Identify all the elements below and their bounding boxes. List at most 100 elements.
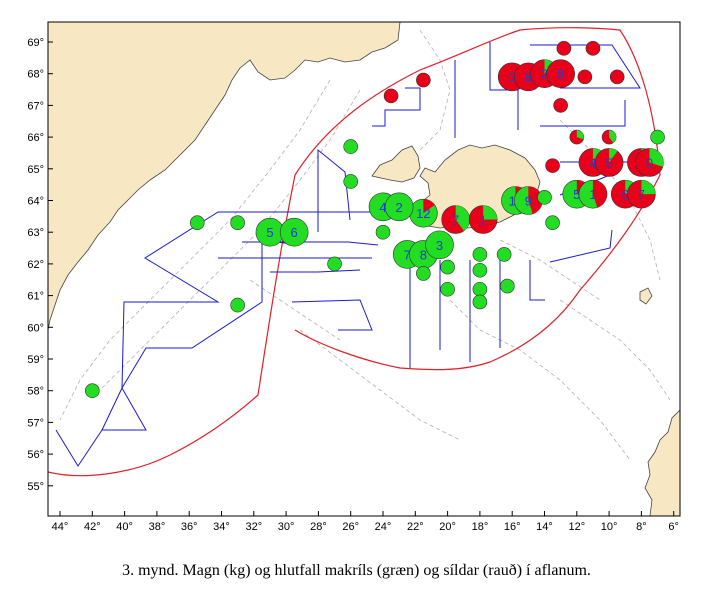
station-pie: 7 [627,179,656,209]
pie-base [496,247,512,262]
pie-base [440,281,455,297]
pie-label: 1 [589,187,596,202]
pie-base [472,262,488,278]
pie-label: 6 [291,225,298,240]
lon-tick-label: 30° [278,521,295,533]
station-pie: 12 [409,198,438,228]
pie-base [472,281,488,297]
pie-label: 6 [622,187,629,202]
station-pie: 3 [425,230,454,260]
lon-tick-label: 40° [116,521,133,533]
pie-label: 7 [452,213,459,228]
lon-tick-label: 12° [568,521,585,533]
pie-base [537,190,552,205]
lat-tick-label: 63° [27,227,44,239]
lon-tick-label: 8° [636,521,647,533]
station-pie [585,41,601,56]
lat-tick-label: 66° [27,132,44,144]
pie-label: 1 [480,213,487,228]
station-pie [85,383,100,399]
lat-tick-label: 62° [27,259,44,271]
lon-tick-label: 28° [310,521,327,533]
pie-base [383,88,399,104]
lat-tick-label: 59° [27,354,44,366]
lon-tick-label: 6° [668,521,679,533]
pie-slice [455,205,470,231]
pie-base [230,297,245,313]
pie-slice [609,148,618,163]
station-pie [472,262,488,278]
lon-tick-label: 42° [84,521,101,533]
lat-tick-label: 57° [27,417,44,429]
lat-tick-label: 67° [27,100,44,112]
lon-tick-label: 14° [536,521,553,533]
station-pie: 7 [441,205,470,234]
station-pie [545,158,560,173]
lat-tick-label: 65° [27,164,44,176]
survey-boundary [48,27,661,477]
pie-base [556,41,572,56]
station-pie [650,129,665,145]
pie-label: 0 [646,155,653,170]
latitude-ticks: 69° 68° 67° 66° 65° 64° 63° 62° 61° 60° 59° 58° 57° 5… [27,37,53,493]
pie-slice [423,199,435,214]
pie-base [85,383,100,399]
lon-tick-label: 22° [407,521,424,533]
pie-base [545,158,560,173]
lon-tick-label: 10° [601,521,618,533]
pie-base [384,192,414,222]
pie-base [375,224,391,240]
station-pie [537,190,552,205]
lat-tick-label: 69° [27,37,44,49]
cruise-tracks [55,42,648,467]
pie-label: 5 [605,155,612,170]
pie-base [577,69,593,85]
station-pie [496,247,512,262]
pie-label: 2 [396,200,403,215]
lon-tick-label: 18° [472,521,489,533]
station-pie [416,266,431,281]
pie-label: 2 [541,67,548,82]
station-pie [230,215,245,230]
greenland-land [48,22,401,331]
pie-label: 9 [525,194,532,209]
plot-frame [47,21,681,517]
pie-slice [483,205,498,220]
station-pie [556,41,572,56]
norway-land [644,409,680,516]
station-pie [230,297,245,313]
figure-caption: 3. mynd. Magn (kg) og hlutfall makríls (… [122,562,591,579]
pie-label: 3 [509,70,516,85]
lat-tick-label: 68° [27,69,44,81]
pie-base [279,217,309,247]
pie-label: 4 [379,200,386,215]
station-pie: 0 [635,148,664,177]
pie-base [545,215,560,230]
pie-base [327,256,342,272]
station-pie: 9 [546,59,575,88]
lon-tick-label: 44° [52,521,69,533]
pie-base [585,41,601,56]
station-pie [440,259,455,275]
station-pie [440,281,455,297]
pie-base [472,294,488,310]
iceland-westfjords [371,145,421,183]
pie-slice [576,130,584,140]
pie-base [343,174,359,189]
pie-base [650,129,665,145]
pie-slice [609,130,617,143]
pie-base [425,230,454,260]
station-pie [375,224,391,240]
station-pie [472,294,488,310]
pie-label: 5 [266,225,273,240]
station-pie [553,98,568,113]
station-pie: 2 [384,192,414,222]
longitude-ticks: 44° 42° 40° 38° 36° 34° 32° 30° 28° 26° 24° 22° 20° 1… [52,511,679,533]
station-pie [472,281,488,297]
pie-label: 7 [638,187,645,202]
pie-base [553,98,568,113]
pie-slice [649,148,664,167]
pie-label: 9 [557,67,564,82]
station-pie: 5 [594,148,624,177]
